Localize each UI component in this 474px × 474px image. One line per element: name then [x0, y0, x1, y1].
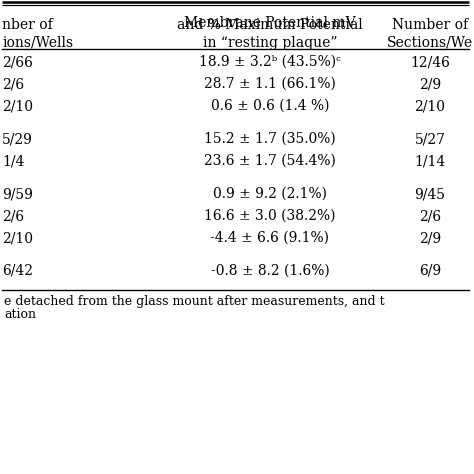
Text: ation: ation — [4, 309, 36, 321]
Text: 5/29: 5/29 — [2, 132, 33, 146]
Text: and % Maximum Potential
in “resting plaque”: and % Maximum Potential in “resting plaq… — [177, 18, 363, 50]
Text: 28.7 ± 1.1 (66.1%): 28.7 ± 1.1 (66.1%) — [204, 77, 336, 91]
Text: 12/46: 12/46 — [410, 55, 450, 69]
Text: 0.9 ± 9.2 (2.1%): 0.9 ± 9.2 (2.1%) — [213, 187, 327, 201]
Text: 2/10: 2/10 — [2, 231, 33, 245]
Text: 9/59: 9/59 — [2, 187, 33, 201]
Text: 18.9 ± 3.2ᵇ (43.5%)ᶜ: 18.9 ± 3.2ᵇ (43.5%)ᶜ — [199, 55, 341, 69]
Text: 1/4: 1/4 — [2, 154, 24, 168]
Text: 0.6 ± 0.6 (1.4 %): 0.6 ± 0.6 (1.4 %) — [211, 99, 329, 113]
Text: 23.6 ± 1.7 (54.4%): 23.6 ± 1.7 (54.4%) — [204, 154, 336, 168]
Text: e detached from the glass mount after measurements, and t: e detached from the glass mount after me… — [4, 295, 384, 308]
Text: 9/45: 9/45 — [414, 187, 446, 201]
Text: 2/10: 2/10 — [2, 99, 33, 113]
Text: -0.8 ± 8.2 (1.6%): -0.8 ± 8.2 (1.6%) — [210, 264, 329, 278]
Text: 15.2 ± 1.7 (35.0%): 15.2 ± 1.7 (35.0%) — [204, 132, 336, 146]
Text: 2/66: 2/66 — [2, 55, 33, 69]
Text: 6/9: 6/9 — [419, 264, 441, 278]
Text: nber of
ions/Wells: nber of ions/Wells — [2, 18, 73, 50]
Text: 2/6: 2/6 — [2, 77, 24, 91]
Text: 2/6: 2/6 — [419, 209, 441, 223]
Text: 6/42: 6/42 — [2, 264, 33, 278]
Text: 2/9: 2/9 — [419, 77, 441, 91]
Text: -4.4 ± 6.6 (9.1%): -4.4 ± 6.6 (9.1%) — [210, 231, 329, 245]
Text: 2/6: 2/6 — [2, 209, 24, 223]
Text: 2/9: 2/9 — [419, 231, 441, 245]
Text: 1/14: 1/14 — [414, 154, 446, 168]
Text: Membrane Potential mV: Membrane Potential mV — [184, 16, 356, 30]
Text: 16.6 ± 3.0 (38.2%): 16.6 ± 3.0 (38.2%) — [204, 209, 336, 223]
Text: 2/10: 2/10 — [414, 99, 446, 113]
Text: 5/27: 5/27 — [414, 132, 446, 146]
Text: Number of
Sections/We: Number of Sections/We — [387, 18, 473, 50]
